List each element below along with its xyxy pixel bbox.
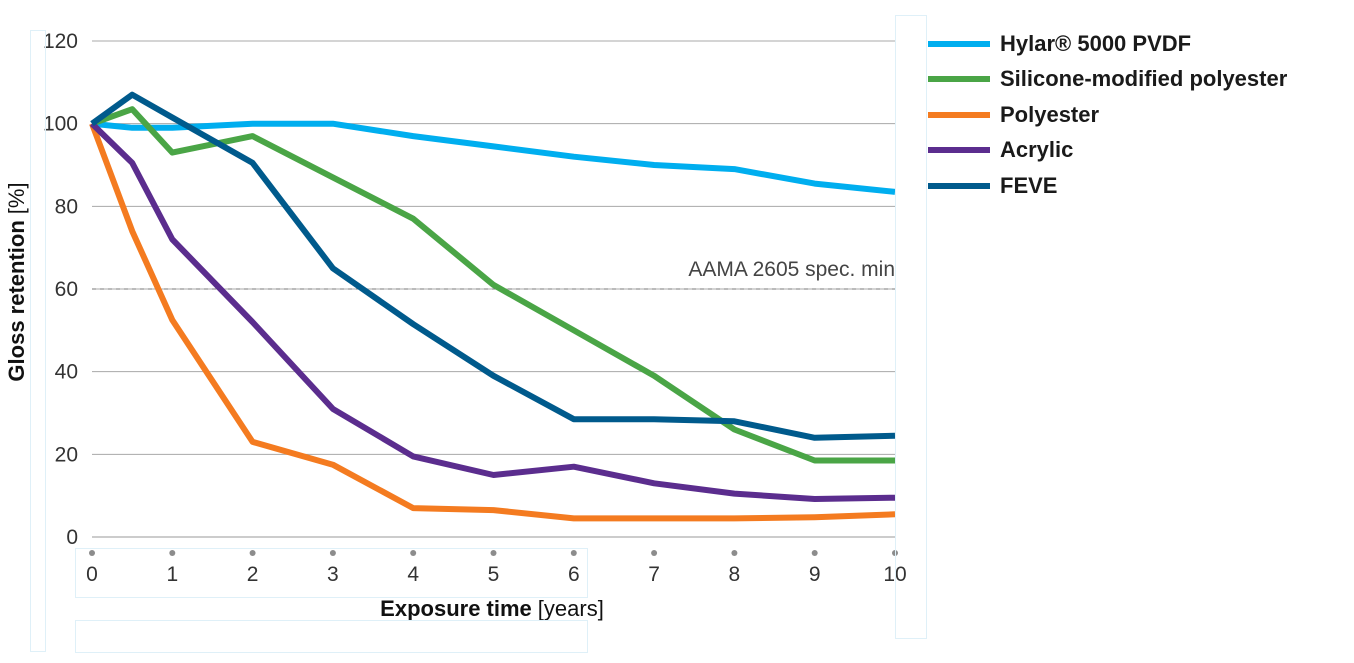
x-tick-label: 8 xyxy=(729,563,741,586)
legend-item: FEVE xyxy=(928,168,1287,204)
x-tick-label: 1 xyxy=(166,563,178,586)
legend-swatch xyxy=(928,182,990,189)
x-tick-mark xyxy=(169,550,176,556)
series-line xyxy=(89,122,896,522)
y-axis-title-main: Gloss retention xyxy=(4,220,29,381)
x-axis-ticks: 0 1 2 3 4 5 6 7 8 9 10 xyxy=(86,550,907,586)
y-axis-title-unit: [%] xyxy=(4,182,29,214)
series-lines xyxy=(89,91,896,522)
series-line xyxy=(90,91,896,441)
legend-swatch xyxy=(928,40,990,47)
y-tick-label: 100 xyxy=(43,113,78,136)
y-tick-label: 120 xyxy=(43,30,78,53)
legend-label: Hylar® 5000 PVDF xyxy=(1000,30,1192,56)
legend-label: Silicone-modified polyester xyxy=(1000,66,1288,92)
legend-label: Polyester xyxy=(1000,101,1100,127)
x-tick-label: 2 xyxy=(247,563,259,586)
legend-item: Polyester xyxy=(928,97,1287,133)
y-tick-label: 20 xyxy=(55,443,78,466)
x-tick-mark xyxy=(249,550,256,556)
x-tick-label: 0 xyxy=(86,563,98,586)
x-tick-mark xyxy=(811,550,818,556)
legend-label: FEVE xyxy=(1000,172,1058,198)
series-line xyxy=(91,120,896,195)
legend-item: Hylar® 5000 PVDF xyxy=(928,26,1287,62)
x-tick-mark xyxy=(89,550,95,556)
x-tick-mark xyxy=(570,550,577,556)
x-tick-label: 7 xyxy=(648,563,660,586)
x-tick-mark xyxy=(731,550,738,556)
x-tick-label: 5 xyxy=(488,563,500,586)
y-tick-label: 0 xyxy=(66,526,78,549)
y-axis-ticks: 0 20 40 60 80 100 120 xyxy=(43,30,78,549)
spec-min-label: AAMA 2605 spec. min xyxy=(688,258,895,281)
x-tick-mark xyxy=(892,550,898,556)
x-tick-mark xyxy=(329,550,336,556)
x-tick-label: 10 xyxy=(883,563,906,586)
y-tick-label: 60 xyxy=(55,278,78,301)
x-tick-label: 4 xyxy=(407,563,419,586)
x-tick-mark xyxy=(410,550,417,556)
series-line xyxy=(89,121,896,502)
x-axis-title-main: Exposure time xyxy=(380,596,532,621)
x-tick-label: 3 xyxy=(327,563,339,586)
legend: Hylar® 5000 PVDF Silicone-modified polyes… xyxy=(928,26,1287,204)
x-axis-title-unit: [years] xyxy=(538,596,604,621)
legend-swatch xyxy=(928,76,990,83)
y-tick-label: 40 xyxy=(55,361,78,384)
x-tick-mark xyxy=(651,550,658,556)
x-tick-mark xyxy=(490,550,497,556)
y-axis-title: Gloss retention [%] xyxy=(4,182,29,381)
legend-item: Silicone-modified polyester xyxy=(928,62,1287,98)
series-line xyxy=(90,106,895,464)
legend-swatch xyxy=(928,111,990,118)
x-axis-title: Exposure time [years] xyxy=(380,596,604,621)
legend-swatch xyxy=(928,147,990,154)
x-tick-label: 6 xyxy=(568,563,580,586)
reference-line-group: AAMA 2605 spec. min xyxy=(92,258,895,290)
legend-item: Acrylic xyxy=(928,133,1287,169)
x-tick-label: 9 xyxy=(809,563,821,586)
y-tick-label: 80 xyxy=(55,195,78,218)
legend-label: Acrylic xyxy=(1000,137,1074,163)
